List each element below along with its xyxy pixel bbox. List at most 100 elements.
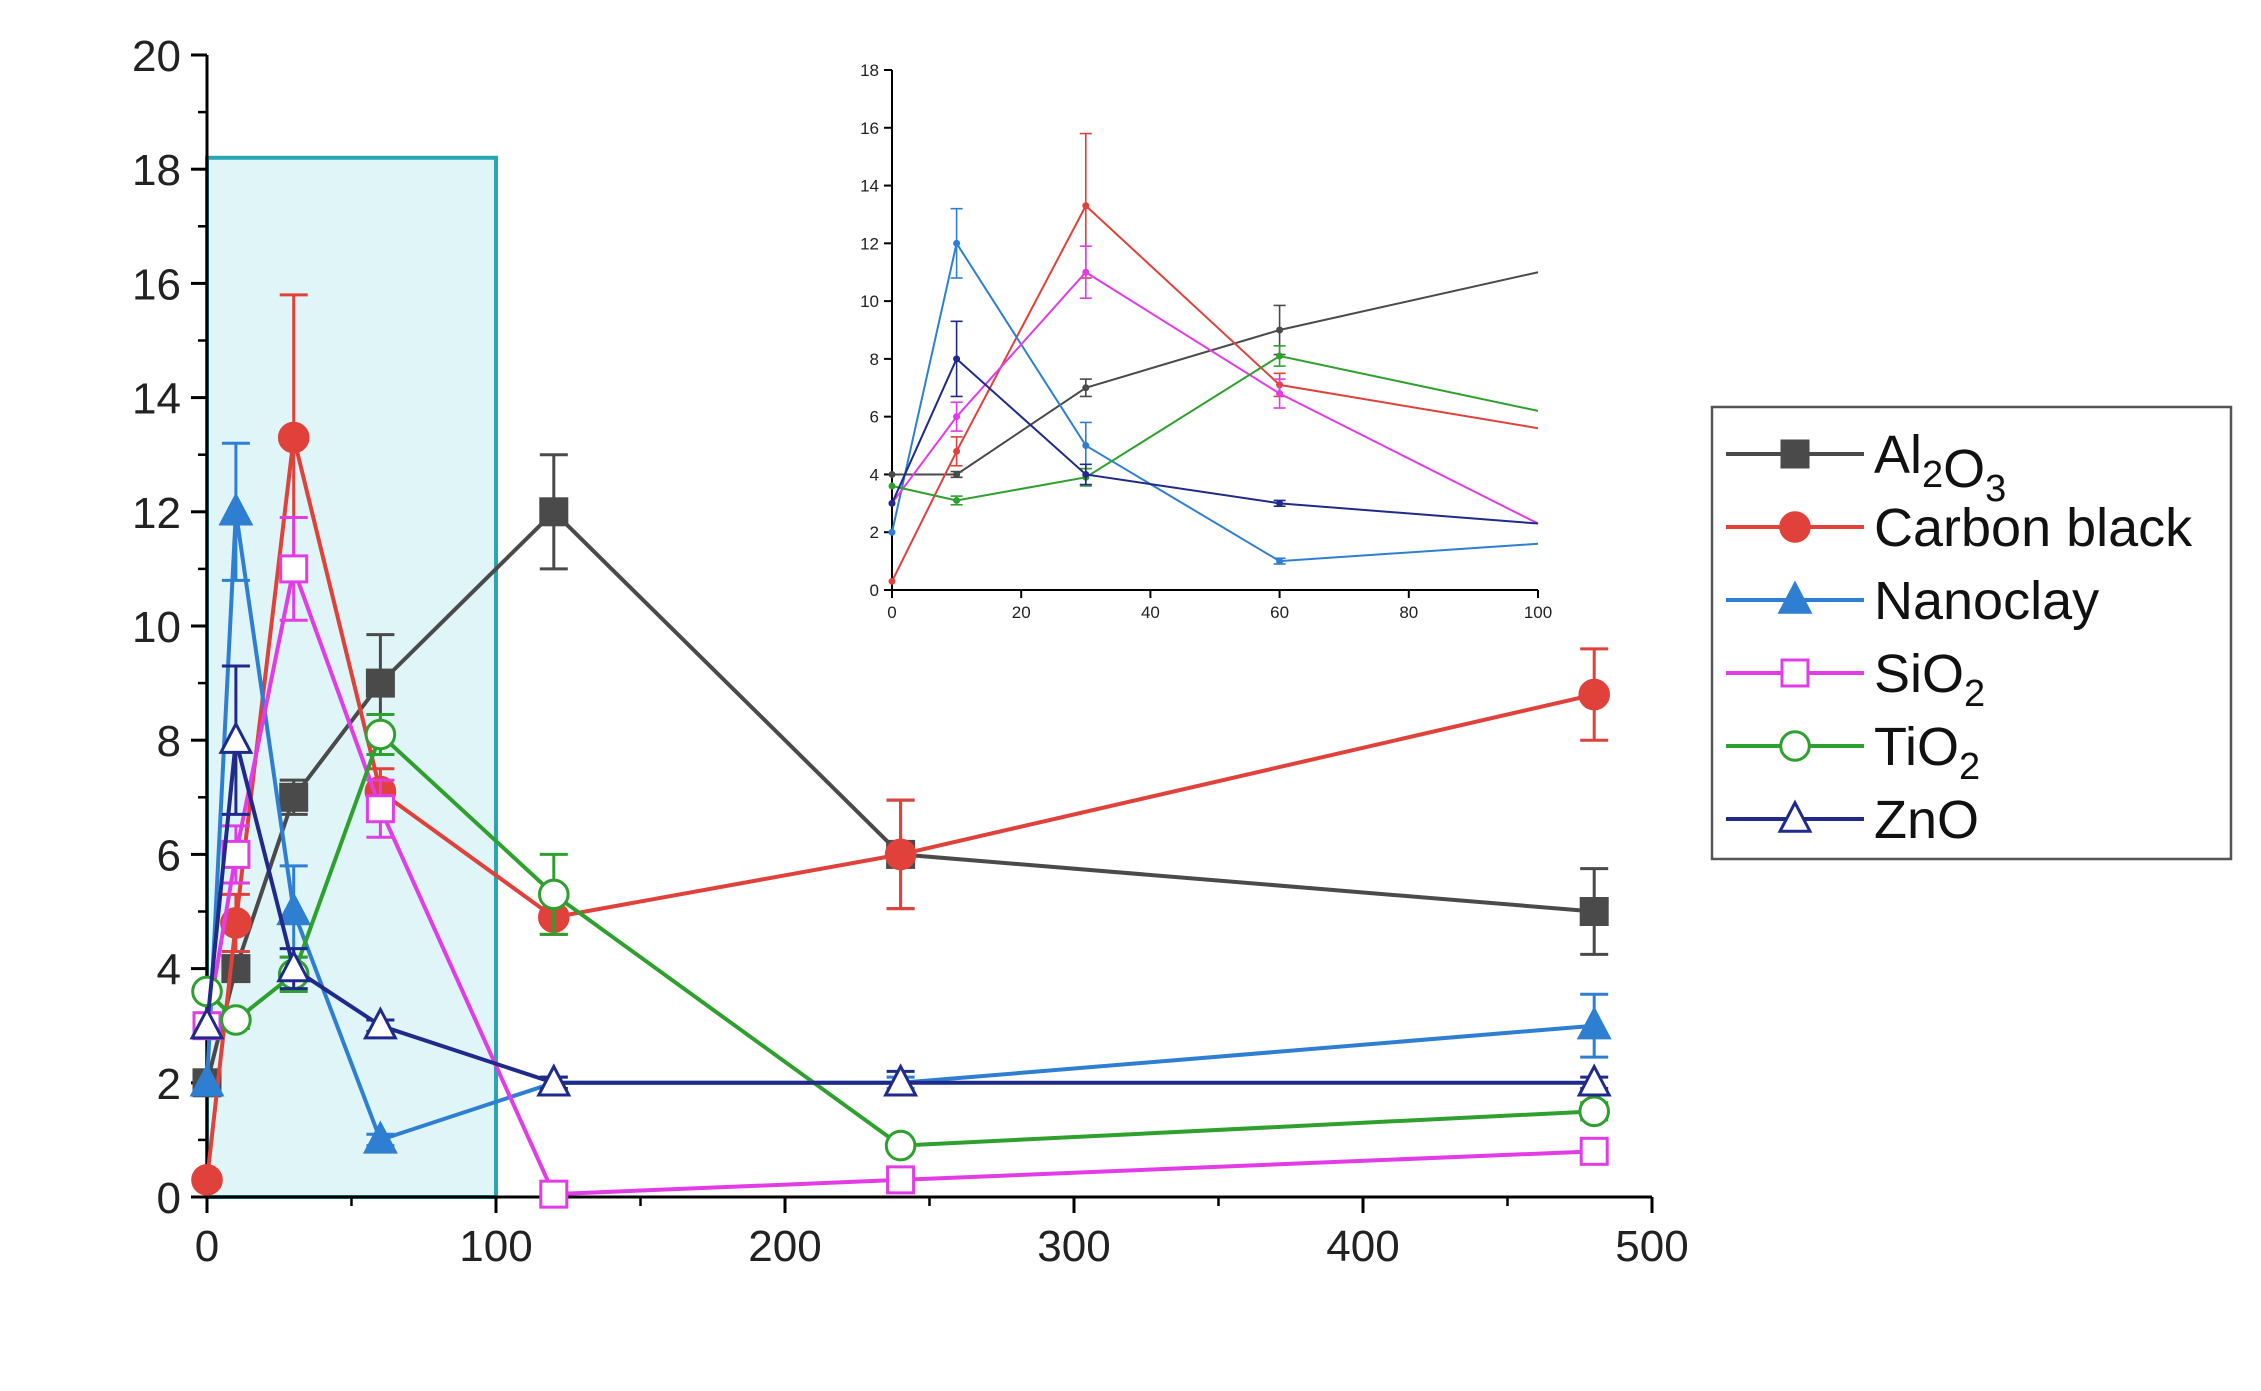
inset-data-point: [953, 496, 961, 504]
inset-data-point: [953, 447, 961, 455]
legend-label-text: SiO: [1874, 644, 1964, 704]
inset-series-line: [892, 271, 1539, 476]
y-tick-label: 14: [132, 375, 181, 424]
y-tick-label: 4: [157, 946, 181, 995]
data-point: [539, 1179, 569, 1209]
data-point: [1578, 1095, 1610, 1128]
inset-x-tick-label: 0: [887, 603, 896, 622]
data-point: [1579, 897, 1609, 926]
data-point: [884, 1129, 917, 1162]
legend-marker: [1777, 799, 1813, 833]
inset-plot: 0 2 4 6 8 10 12 14 16 18 0 20 40 60 80 100: [860, 61, 1552, 622]
inset-x-tick-label: 80: [1399, 603, 1418, 622]
data-point: [883, 1063, 919, 1097]
legend-item: Nanoclay: [1726, 571, 2099, 631]
legend-item: SiO2: [1726, 644, 1985, 715]
data-point: [189, 1006, 225, 1040]
data-point: [221, 839, 251, 869]
legend-label: Nanoclay: [1874, 571, 2099, 631]
legend-label-text: Al: [1874, 425, 1922, 485]
y-tick-label: 18: [132, 146, 181, 195]
data-point: [538, 878, 570, 911]
data-point: [365, 794, 395, 824]
data-point: [276, 892, 312, 926]
inset-series-al2o3: [888, 271, 1539, 479]
legend-label: Al2O3: [1874, 425, 2006, 510]
inset-series-carbon-black: [888, 132, 1539, 585]
data-point: [364, 718, 397, 751]
data-point: [220, 1004, 252, 1036]
data-point: [277, 421, 310, 454]
inset-data-point: [888, 577, 896, 585]
inset-data-point: [1082, 470, 1090, 478]
inset-series-nanoclay: [888, 207, 1539, 565]
data-point: [362, 1120, 398, 1154]
inset-x-tick-label: 60: [1270, 603, 1289, 622]
inset-data-point: [953, 413, 961, 421]
x-tick-label: 200: [748, 1222, 821, 1271]
inset-data-point: [888, 528, 896, 536]
y-tick-label: 2: [157, 1060, 181, 1109]
x-tick-label: 0: [195, 1222, 219, 1271]
y-tick-label: 6: [157, 831, 181, 880]
data-point: [886, 1165, 916, 1195]
inset-y-tick-label: 2: [870, 523, 879, 542]
legend-label-subscript: 2: [1922, 454, 1943, 496]
legend-item: Al2O3: [1726, 425, 2006, 510]
data-point: [189, 1063, 225, 1097]
inset-y-tick-label: 6: [870, 408, 879, 427]
x-tick-label: 300: [1037, 1222, 1110, 1271]
inset-y-tick-label: 14: [860, 177, 879, 196]
inset-data-point: [1082, 202, 1090, 210]
inset-data-point: [1082, 384, 1090, 392]
inset-data-point: [1082, 268, 1090, 276]
data-point: [1576, 1006, 1612, 1040]
legend-marker: [1780, 658, 1810, 688]
legend-label-subscript: 2: [1959, 746, 1980, 788]
legend-item: TiO2: [1726, 717, 1980, 788]
series-zno: [189, 664, 1612, 1097]
inset-y-tick-label: 16: [860, 119, 879, 138]
y-tick-label: 20: [132, 32, 181, 81]
inset-series-sio2: [888, 245, 1539, 525]
y-tick-label: 12: [132, 489, 181, 538]
inset-data-point: [953, 239, 961, 247]
legend-box: [1710, 405, 2233, 861]
data-point: [279, 782, 309, 812]
inset-x-tick-label: 40: [1141, 603, 1160, 622]
inset-series-line: [891, 204, 1539, 582]
data-point: [362, 1006, 398, 1040]
legend-marker: [1779, 730, 1811, 762]
data-point: [191, 1164, 223, 1196]
data-point: [218, 492, 254, 526]
inset-data-point: [1276, 326, 1284, 334]
inset-data-point: [888, 470, 896, 478]
data-point: [276, 949, 312, 983]
legend-label: Carbon black: [1874, 498, 2193, 558]
legend-marker: [1777, 580, 1813, 614]
legend-marker: [1779, 511, 1811, 543]
inset-data-point: [1276, 557, 1284, 565]
inset-data-point: [953, 470, 961, 478]
inset-data-point: [1276, 499, 1284, 507]
legend-item: Carbon black: [1726, 498, 2193, 558]
legend-label-text: O: [1943, 439, 1985, 499]
data-point: [884, 838, 917, 871]
data-point: [536, 1063, 572, 1097]
inset-y-tick-label: 4: [870, 465, 879, 484]
y-tick-label: 0: [157, 1174, 181, 1223]
inset-series-line: [891, 270, 1539, 525]
data-point: [539, 497, 569, 527]
inset-series-tio2: [888, 345, 1539, 506]
legend-label: TiO2: [1874, 717, 1980, 788]
inset-y-tick-label: 18: [860, 61, 879, 80]
inset-series-line: [891, 354, 1539, 502]
data-point: [221, 954, 251, 984]
legend-label: ZnO: [1874, 790, 1979, 850]
inset-series-line: [891, 240, 1539, 563]
data-point: [191, 975, 223, 1008]
inset-y-tick-label: 12: [860, 234, 879, 253]
